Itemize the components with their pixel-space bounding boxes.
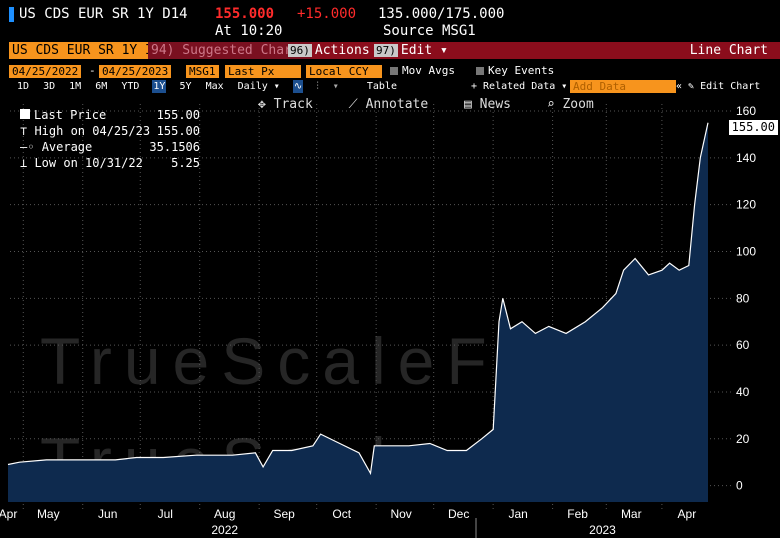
x-tick-label: Dec [448,507,469,521]
edit-num: 97) [374,44,398,57]
edit-chart-button[interactable]: « ✎ Edit Chart [676,80,760,93]
field-input[interactable]: Last Px [225,65,301,78]
checkbox-icon [390,67,398,75]
legend-average[interactable]: –◦ Average 35.1506 [20,140,200,154]
legend-swatch [20,109,30,119]
y-tick-label: 160 [736,104,756,118]
legend-high[interactable]: ⊤ High on 04/25/23 155.00 [20,124,200,138]
end-date-input[interactable]: 04/25/2023 [99,65,172,78]
range-6m[interactable]: 6M [95,81,108,92]
at-time: At 10:20 [215,23,283,39]
suggested-charts-button[interactable]: 94) Suggested Charts [148,42,311,59]
edit-label: Edit ▾ [400,43,448,58]
source-input[interactable]: MSG1 [186,65,219,78]
price-line [7,122,709,476]
x-tick-label: May [37,507,60,521]
ticker-marker [9,7,14,22]
source-label: Source MSG1 [383,23,476,39]
chevron-down-icon[interactable]: ▾ [332,81,339,92]
actions-menu[interactable]: 96) Actions ▾ [288,42,385,59]
x-tick-label: Jan [508,507,527,521]
bar-chart-icon[interactable]: ⫶ [316,81,319,92]
actions-num: 96) [288,44,312,57]
y-tick-label: 120 [736,198,756,212]
range-1y[interactable]: 1Y [152,80,167,93]
x-tick-label: Jul [158,507,173,521]
edit-menu[interactable]: 97) Edit ▾ [374,42,448,59]
price: 155.000 [215,6,275,22]
track-tool[interactable]: ✥ Track [258,97,313,112]
price-change: +15.000 [297,6,357,22]
y-tick-label: 140 [736,151,756,165]
mov-avgs-label: Mov Avgs [402,64,455,77]
y-tick-label: 80 [736,291,750,305]
x-tick-label: Apr [0,507,17,521]
price-chart[interactable]: TrueScaleFund TrueScale.UK 0204060801001… [0,94,780,538]
add-data-input[interactable]: Add Data [570,80,676,93]
key-events-toggle[interactable]: Key Events [476,64,554,78]
chart-type-label[interactable]: Line Chart [689,43,768,58]
ticker-title: US CDS EUR SR 1Y D14 [19,6,188,22]
currency-select[interactable]: Local CCY [306,65,382,78]
collapse-icon: « [676,81,689,92]
annotate-tool[interactable]: ⟋ Annotate [348,97,429,112]
x-tick-label: Jun [98,507,117,521]
range-5y[interactable]: 5Y [179,81,192,92]
chart-legend: Last Price 155.00 ⊤ High on 04/25/23 155.0… [20,107,200,171]
table-button[interactable]: Table [366,81,397,92]
x-year-label: 2023 [589,523,616,537]
legend-low[interactable]: ⊥ Low on 10/31/22 5.25 [20,156,200,170]
chart-tools: ✥ Track ⟋ Annotate ▤ News ⌕ Zoom [258,97,622,112]
x-tick-label: Sep [273,507,295,521]
mov-avgs-toggle[interactable]: Mov Avgs [390,64,455,78]
y-tick-label: 40 [736,385,750,399]
range-1d[interactable]: 1D [17,81,30,92]
x-tick-label: Feb [567,507,588,521]
bid-ask: 135.000/175.000 [378,6,505,22]
range-3d[interactable]: 3D [43,81,56,92]
range-ytd[interactable]: YTD [121,81,140,92]
legend-last-price[interactable]: Last Price 155.00 [20,107,200,123]
y-tick-label: 100 [736,244,756,258]
checkbox-icon [476,67,484,75]
actions-label: Actions ▾ [314,43,386,58]
key-events-label: Key Events [488,64,555,77]
zoom-tool[interactable]: ⌕ Zoom [546,97,594,112]
y-tick-label: 20 [736,432,750,446]
news-tool[interactable]: ▤ News [464,97,511,112]
x-tick-label: Oct [332,507,351,521]
line-chart-icon[interactable]: ∿ [292,80,304,93]
menu-bar [284,42,780,59]
start-date-input[interactable]: 04/25/2022 [9,65,82,78]
x-tick-label: Mar [621,507,642,521]
pencil-icon: ✎ [688,81,701,92]
y-tick-label: 0 [736,479,743,493]
range-max[interactable]: Max [205,81,224,92]
last-price-marker: 155.00 [728,120,778,135]
date-separator: - [89,64,96,77]
x-tick-label: Aug [214,507,235,521]
y-tick-label: 60 [736,338,750,352]
x-tick-label: Nov [390,507,411,521]
security-field[interactable]: US CDS EUR SR 1Y I [9,42,156,59]
related-data-menu[interactable]: + Related Data ▾ [471,81,568,92]
range-1m[interactable]: 1M [69,81,82,92]
edit-chart-label: Edit Chart [700,81,761,92]
periodicity-select[interactable]: Daily ▾ [237,81,280,92]
price-area [8,122,708,502]
x-tick-label: Apr [678,507,697,521]
x-year-label: 2022 [211,523,238,537]
range-selector: 1D 3D 1M 6M YTD 1Y 5Y Max Daily ▾ ∿ ⫶ ▾ … [16,80,574,93]
